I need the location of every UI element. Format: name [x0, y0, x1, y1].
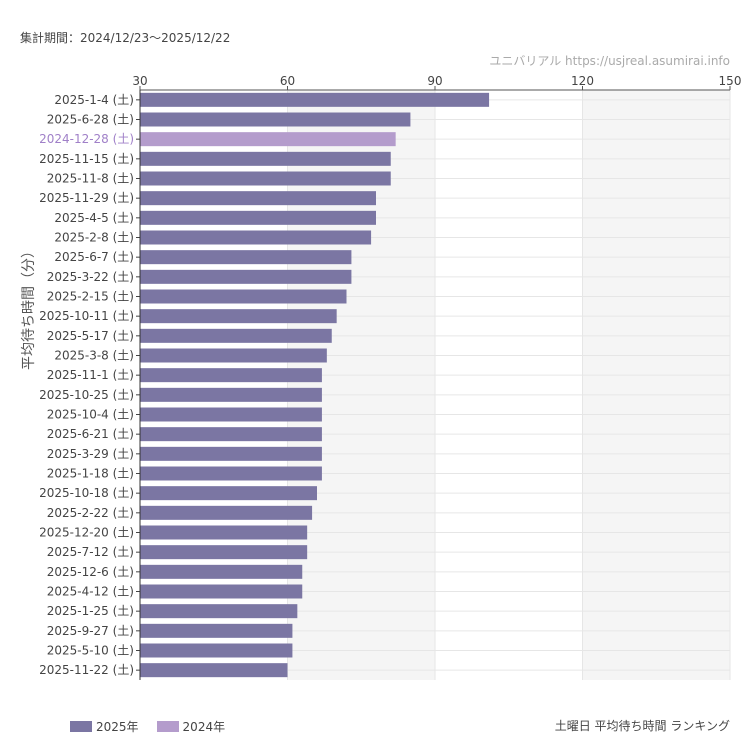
category-label: 2025-11-1 (土) — [47, 368, 134, 382]
credit-label: ユニバリアル https://usjreal.asumirai.info — [489, 54, 730, 68]
bar — [140, 328, 332, 343]
bar — [140, 92, 490, 107]
bar — [140, 250, 352, 265]
x-tick-label: 30 — [132, 74, 147, 88]
bar — [140, 545, 308, 560]
bar — [140, 505, 313, 520]
category-label: 2025-3-22 (土) — [47, 270, 134, 284]
legend-swatch — [156, 721, 179, 732]
category-label: 2025-10-4 (土) — [47, 408, 134, 422]
x-tick-label: 120 — [571, 74, 594, 88]
bar — [140, 604, 298, 619]
category-label: 2025-9-27 (土) — [47, 624, 134, 638]
legend-item-2025[interactable]: 2025年 — [70, 718, 139, 735]
bar — [140, 309, 337, 324]
bar — [140, 348, 327, 363]
grid-band — [582, 90, 730, 680]
category-label: 2025-6-28 (土) — [47, 113, 134, 127]
period-label: 集計期間：2024/12/23〜2025/12/22 — [20, 31, 231, 45]
category-label: 2025-4-12 (土) — [47, 585, 134, 599]
category-label: 2024-12-28 (土) — [39, 132, 134, 146]
bar — [140, 623, 293, 638]
bar — [140, 230, 372, 245]
legend-label: 2024年 — [182, 720, 226, 734]
category-label: 2025-1-25 (土) — [47, 604, 134, 618]
x-tick-label: 60 — [280, 74, 295, 88]
category-label: 2025-12-20 (土) — [39, 526, 134, 540]
chart-title: 土曜日 平均待ち時間 ランキング — [554, 719, 730, 733]
bar — [140, 486, 317, 501]
bar — [140, 525, 308, 540]
category-label: 2025-10-25 (土) — [39, 388, 134, 402]
category-label: 2025-5-10 (土) — [47, 644, 134, 658]
category-label: 2025-1-18 (土) — [47, 467, 134, 481]
grid-band — [287, 90, 435, 680]
category-label: 2025-1-4 (土) — [54, 93, 134, 107]
category-label: 2025-3-8 (土) — [54, 349, 134, 363]
bar — [140, 132, 396, 147]
bar — [140, 191, 376, 206]
bar — [140, 269, 352, 284]
bar — [140, 210, 376, 225]
legend: 2025年 2024年 — [70, 718, 225, 735]
category-label: 2025-10-11 (土) — [39, 309, 134, 323]
bar — [140, 446, 322, 461]
legend-item-2024[interactable]: 2024年 — [156, 718, 226, 735]
y-axis-label: 平均待ち時間（分） — [21, 244, 37, 370]
bar — [140, 387, 322, 402]
x-tick-label: 90 — [427, 74, 442, 88]
bar — [140, 663, 288, 678]
category-label: 2025-3-29 (土) — [47, 447, 134, 461]
bar — [140, 584, 303, 599]
category-label: 2025-11-22 (土) — [39, 663, 134, 677]
bar — [140, 564, 303, 579]
category-label: 2025-4-5 (土) — [54, 211, 134, 225]
category-label: 2025-7-12 (土) — [47, 545, 134, 559]
category-label: 2025-2-8 (土) — [54, 231, 134, 245]
legend-label: 2025年 — [96, 720, 139, 734]
category-label: 2025-11-15 (土) — [39, 152, 134, 166]
category-label: 2025-5-17 (土) — [47, 329, 134, 343]
legend-swatch — [70, 721, 92, 732]
bar — [140, 112, 411, 127]
bar — [140, 407, 322, 422]
category-label: 2025-2-22 (土) — [47, 506, 134, 520]
bar — [140, 643, 293, 658]
bar — [140, 368, 322, 383]
category-label: 2025-10-18 (土) — [39, 486, 134, 500]
category-label: 2025-6-7 (土) — [54, 250, 134, 264]
category-label: 2025-2-15 (土) — [47, 290, 134, 304]
category-label: 2025-11-8 (土) — [47, 172, 134, 186]
x-tick-label: 150 — [719, 74, 742, 88]
category-label: 2025-6-21 (土) — [47, 427, 134, 441]
bar — [140, 171, 391, 186]
bar — [140, 289, 347, 304]
bar — [140, 151, 391, 166]
category-label: 2025-12-6 (土) — [47, 565, 134, 579]
bar — [140, 427, 322, 442]
bar — [140, 466, 322, 481]
category-label: 2025-11-29 (土) — [39, 191, 134, 205]
